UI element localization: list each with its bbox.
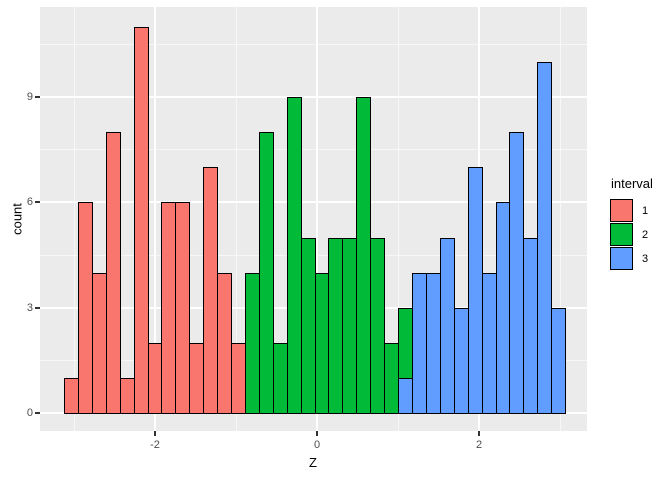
- histogram-bar-segment-interval-2: [356, 97, 371, 414]
- histogram-bar-segment-interval-2: [370, 237, 385, 414]
- legend-item-label: 1: [642, 204, 649, 217]
- y-axis-tick: [35, 201, 40, 204]
- x-tick-label: 2: [475, 439, 483, 451]
- x-tick-label: 0: [313, 439, 321, 451]
- x-axis-tick: [478, 431, 480, 436]
- histogram-bar-segment-interval-3: [454, 307, 469, 414]
- histogram-bar-segment-interval-3: [482, 272, 497, 414]
- histogram-bar-segment-interval-3: [523, 237, 538, 414]
- y-axis-tick: [35, 306, 40, 309]
- x-major-gridline: [316, 7, 318, 431]
- histogram-bar-segment-interval-1: [231, 342, 246, 414]
- histogram-bar-segment-interval-3: [496, 202, 510, 414]
- y-minor-gridline: [40, 149, 587, 151]
- x-axis-title: Z: [309, 455, 317, 470]
- histogram-bar-segment-interval-1: [189, 342, 204, 414]
- histogram-bar-segment-interval-1: [203, 167, 218, 414]
- x-axis-tick: [154, 431, 156, 436]
- histogram-bar-segment-interval-2: [301, 237, 316, 414]
- legend-key-swatch-3: [610, 247, 633, 270]
- histogram-bar-segment-interval-2: [315, 272, 329, 414]
- y-tick-label: 3: [26, 301, 33, 314]
- legend-item-label: 2: [642, 228, 649, 241]
- legend-title: interval: [611, 176, 653, 191]
- x-axis-tick: [316, 431, 318, 436]
- histogram-bar-segment-interval-1: [134, 26, 149, 414]
- legend-item: 1: [610, 199, 653, 222]
- y-tick-label: 9: [26, 91, 33, 104]
- legend-key-swatch-1: [610, 199, 633, 222]
- histogram-bar-segment-interval-3: [537, 62, 552, 414]
- histogram-bar-segment-interval-3: [426, 272, 441, 414]
- histogram-bar-segment-interval-1: [217, 272, 232, 414]
- histogram-bar-segment-interval-1: [78, 202, 93, 414]
- histogram-bar-segment-interval-2: [259, 132, 274, 414]
- legend-item: 3: [610, 247, 653, 270]
- histogram-bar-segment-interval-1: [92, 272, 107, 414]
- histogram-bar-segment-interval-2: [273, 342, 288, 414]
- y-axis-tick: [35, 412, 40, 414]
- histogram-bar-segment-interval-1: [64, 377, 79, 414]
- histogram-bar-segment-interval-3: [412, 272, 427, 414]
- histogram-bar-segment-interval-1: [148, 342, 162, 414]
- histogram-bar-segment-interval-1: [120, 377, 135, 414]
- histogram-bar-segment-interval-1: [161, 202, 176, 414]
- histogram-bar-segment-interval-3: [440, 237, 455, 414]
- y-tick-label: 6: [26, 196, 33, 209]
- legend-item-label: 3: [642, 252, 649, 265]
- legend-items: 1 2 3: [610, 199, 653, 270]
- y-axis-title: count: [9, 203, 25, 235]
- legend: interval 1 2 3: [610, 176, 653, 271]
- x-minor-gridline: [235, 7, 237, 431]
- histogram-bar-segment-interval-2: [328, 237, 343, 414]
- legend-key-swatch-2: [610, 223, 633, 246]
- histogram-bar-segment-interval-3: [509, 132, 524, 414]
- histogram-bar-segment-interval-2: [342, 237, 357, 414]
- histogram-bar-segment-interval-1: [175, 202, 190, 414]
- histogram-bar-segment-interval-3: [551, 307, 566, 414]
- y-tick-label: 0: [26, 407, 33, 419]
- y-minor-gridline: [40, 43, 587, 45]
- y-axis-tick: [35, 96, 40, 99]
- y-major-gridline: [40, 201, 587, 204]
- legend-item: 2: [610, 223, 653, 246]
- x-tick-label: -2: [150, 439, 160, 451]
- histogram-bar-segment-interval-3: [468, 167, 483, 414]
- histogram-bar-segment-interval-3: [398, 377, 413, 414]
- x-minor-gridline: [73, 7, 75, 431]
- histogram-bar-segment-interval-1: [106, 132, 121, 414]
- histogram-bar-segment-interval-2: [245, 272, 260, 414]
- histogram-bar-segment-interval-2: [398, 307, 413, 379]
- x-minor-gridline: [559, 7, 561, 431]
- histogram-bar-segment-interval-2: [384, 342, 399, 414]
- y-major-gridline: [40, 96, 587, 99]
- x-minor-gridline: [397, 7, 399, 431]
- x-major-gridline: [154, 7, 156, 431]
- plot-panel: [40, 7, 587, 431]
- histogram-bar-segment-interval-2: [287, 97, 302, 414]
